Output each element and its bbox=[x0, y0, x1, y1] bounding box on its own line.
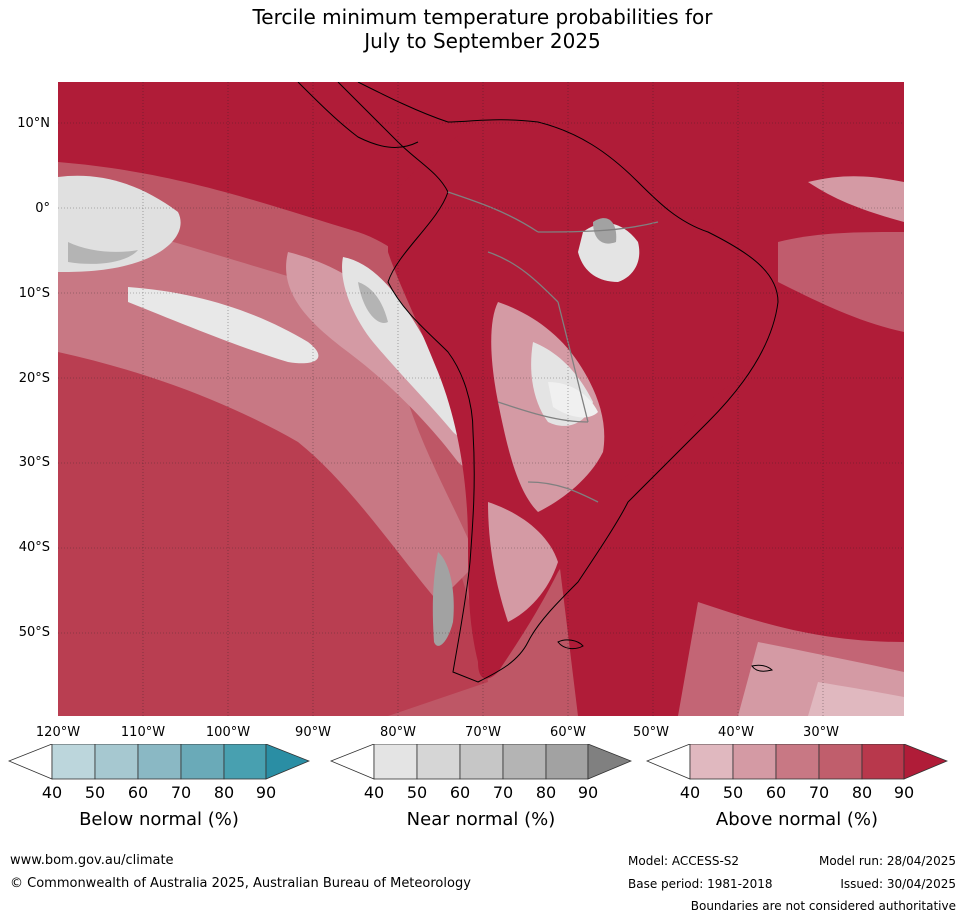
lon-label-120w: 120°W bbox=[35, 725, 81, 740]
near-tick-50: 50 bbox=[406, 783, 428, 802]
footer-model: Model: ACCESS-S2 bbox=[628, 854, 740, 868]
below-tick-90: 90 bbox=[255, 783, 277, 802]
lon-label-110w: 110°W bbox=[120, 725, 166, 740]
lat-label-50s: 50°S bbox=[18, 625, 50, 640]
footer-copyright: © Commonwealth of Australia 2025, Austra… bbox=[10, 876, 471, 891]
footer-base-period: Base period: 1981-2018 bbox=[628, 877, 773, 891]
footer-issued: Issued: 30/04/2025 bbox=[840, 877, 956, 891]
lat-label-10s: 10°S bbox=[18, 286, 50, 301]
map-title-line2: July to September 2025 bbox=[364, 29, 601, 53]
lat-label-30s: 30°S bbox=[18, 455, 50, 470]
footer-model-run: Model run: 28/04/2025 bbox=[818, 854, 956, 868]
map-title: Tercile minimum temperature probabilitie… bbox=[0, 5, 965, 53]
lon-label-70w: 70°W bbox=[465, 725, 501, 740]
near-tick-70: 70 bbox=[492, 783, 514, 802]
above-tick-80: 80 bbox=[851, 783, 873, 802]
lon-label-60w: 60°W bbox=[550, 725, 586, 740]
near-tick-40: 40 bbox=[363, 783, 385, 802]
footer-disclaimer: Boundaries are not considered authoritat… bbox=[690, 899, 956, 913]
colorbar-below-normal bbox=[8, 744, 310, 780]
near-tick-60: 60 bbox=[449, 783, 471, 802]
near-normal-title: Near normal (%) bbox=[406, 809, 556, 830]
near-tick-80: 80 bbox=[535, 783, 557, 802]
above-tick-60: 60 bbox=[765, 783, 787, 802]
above-normal-title: Above normal (%) bbox=[715, 809, 879, 830]
lat-label-0: 0° bbox=[35, 201, 50, 216]
lon-label-30w: 30°W bbox=[803, 725, 839, 740]
footer-url: www.bom.gov.au/climate bbox=[10, 853, 174, 868]
probability-map bbox=[58, 82, 904, 716]
lon-label-100w: 100°W bbox=[205, 725, 251, 740]
below-tick-80: 80 bbox=[213, 783, 235, 802]
below-normal-title: Below normal (%) bbox=[79, 809, 239, 830]
lon-label-40w: 40°W bbox=[718, 725, 754, 740]
above-tick-90: 90 bbox=[893, 783, 915, 802]
below-tick-40: 40 bbox=[41, 783, 63, 802]
above-tick-70: 70 bbox=[808, 783, 830, 802]
lon-label-50w: 50°W bbox=[633, 725, 669, 740]
map-title-line1: Tercile minimum temperature probabilitie… bbox=[252, 5, 713, 29]
above-tick-40: 40 bbox=[679, 783, 701, 802]
colorbar-near-normal bbox=[330, 744, 632, 780]
below-tick-60: 60 bbox=[127, 783, 149, 802]
above-tick-50: 50 bbox=[722, 783, 744, 802]
below-tick-70: 70 bbox=[170, 783, 192, 802]
near-tick-90: 90 bbox=[577, 783, 599, 802]
lon-label-90w: 90°W bbox=[295, 725, 331, 740]
colorbar-above-normal bbox=[646, 744, 948, 780]
lat-label-20s: 20°S bbox=[18, 371, 50, 386]
lat-label-10n: 10°N bbox=[17, 116, 50, 131]
lon-label-80w: 80°W bbox=[380, 725, 416, 740]
below-tick-50: 50 bbox=[84, 783, 106, 802]
lat-label-40s: 40°S bbox=[18, 540, 50, 555]
